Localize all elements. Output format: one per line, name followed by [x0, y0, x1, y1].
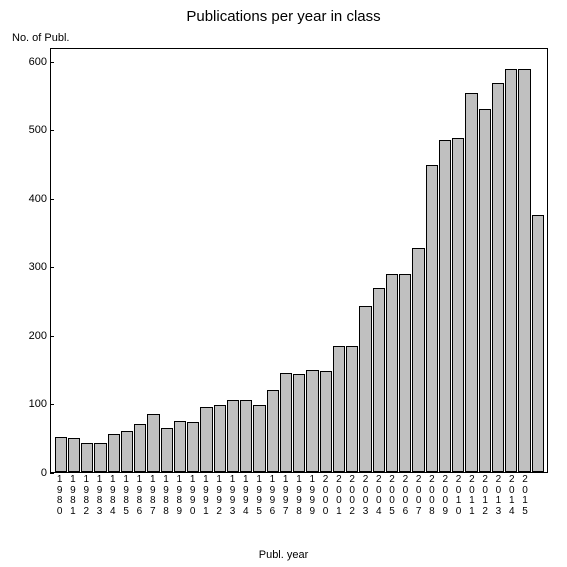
x-tick-label: 2000 [319, 475, 332, 517]
x-tick-label: 1986 [133, 475, 146, 517]
bar [253, 405, 265, 472]
x-tick-label: 2007 [412, 475, 425, 517]
bar [121, 431, 133, 472]
bars [51, 49, 547, 472]
bar [359, 306, 371, 472]
x-tick-label: 2008 [425, 475, 438, 517]
y-tick-label: 400 [17, 193, 47, 205]
chart-title: Publications per year in class [0, 8, 567, 25]
bar [187, 422, 199, 472]
x-tick-label: 2004 [372, 475, 385, 517]
bar [399, 274, 411, 472]
x-tick-label: 1983 [93, 475, 106, 517]
x-ticks: 1980198119821983198419851986198719881989… [50, 475, 548, 517]
x-tick-label: 1982 [80, 475, 93, 517]
bar [94, 443, 106, 472]
x-tick-label: 1994 [239, 475, 252, 517]
x-tick-label: 2012 [479, 475, 492, 517]
y-tick-label: 500 [17, 124, 47, 136]
x-tick-label: 2003 [359, 475, 372, 517]
bar [108, 434, 120, 472]
bar [280, 373, 292, 472]
y-tick-label: 0 [17, 467, 47, 479]
bar [373, 288, 385, 472]
x-tick-label: 2009 [439, 475, 452, 517]
x-tick-label: 1993 [226, 475, 239, 517]
chart-container: Publications per year in class No. of Pu… [0, 0, 567, 567]
x-tick-label: 1991 [199, 475, 212, 517]
x-tick-label: 1995 [252, 475, 265, 517]
x-tick-label: 1999 [306, 475, 319, 517]
bar [267, 390, 279, 472]
y-tick-label: 100 [17, 398, 47, 410]
bar [452, 138, 464, 472]
x-tick-label: 1998 [292, 475, 305, 517]
bar [55, 437, 67, 472]
x-tick-label: 2010 [452, 475, 465, 517]
bar [200, 407, 212, 472]
bar [68, 438, 80, 472]
y-tick-label: 300 [17, 261, 47, 273]
x-tick-label: 1990 [186, 475, 199, 517]
bar [465, 93, 477, 472]
x-tick-label [532, 475, 545, 517]
y-tick-label: 200 [17, 330, 47, 342]
x-tick-label: 2005 [385, 475, 398, 517]
x-axis-label: Publ. year [0, 549, 567, 561]
x-tick-label: 1988 [159, 475, 172, 517]
x-tick-label: 1997 [279, 475, 292, 517]
bar [412, 248, 424, 472]
x-tick-label: 2013 [492, 475, 505, 517]
x-tick-label: 1989 [173, 475, 186, 517]
x-tick-label: 2001 [332, 475, 345, 517]
y-axis-label: No. of Publ. [12, 32, 69, 44]
bar [386, 274, 398, 472]
x-tick-label: 1984 [106, 475, 119, 517]
bar [174, 421, 186, 472]
y-tick-label: 600 [17, 56, 47, 68]
bar [293, 374, 305, 472]
x-tick-label: 2002 [346, 475, 359, 517]
bar [134, 424, 146, 472]
bar [227, 400, 239, 472]
x-tick-label: 1980 [53, 475, 66, 517]
x-tick-label: 2014 [505, 475, 518, 517]
y-tick-mark [50, 473, 54, 474]
bar [214, 405, 226, 472]
bar [306, 370, 318, 472]
bar [240, 400, 252, 472]
x-tick-label: 1996 [266, 475, 279, 517]
x-tick-label: 2006 [399, 475, 412, 517]
bar [532, 215, 544, 472]
bar [161, 428, 173, 472]
x-tick-label: 2015 [518, 475, 531, 517]
x-tick-label: 1981 [66, 475, 79, 517]
bar [320, 371, 332, 472]
x-tick-label: 2011 [465, 475, 478, 517]
bar [147, 414, 159, 472]
x-tick-label: 1992 [213, 475, 226, 517]
bar [479, 109, 491, 472]
bar [492, 83, 504, 472]
x-tick-label: 1987 [146, 475, 159, 517]
bar [346, 346, 358, 472]
bar [439, 140, 451, 472]
x-tick-label: 1985 [119, 475, 132, 517]
bar [518, 69, 530, 472]
plot-area [50, 48, 548, 473]
bar [426, 165, 438, 472]
bar [333, 346, 345, 472]
bar [505, 69, 517, 472]
bar [81, 443, 93, 472]
